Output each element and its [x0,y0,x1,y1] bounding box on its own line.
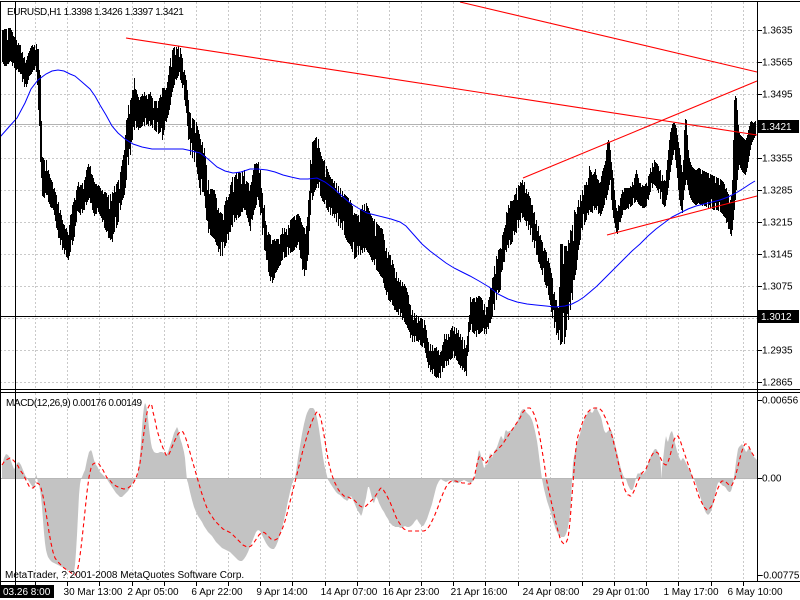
svg-text:21 Apr 16:00: 21 Apr 16:00 [451,587,508,598]
svg-text:1.3355: 1.3355 [762,154,793,165]
svg-text:0.00: 0.00 [762,474,782,485]
svg-text:24 Apr 08:00: 24 Apr 08:00 [523,587,580,598]
svg-text:6 May 10:00: 6 May 10:00 [727,587,782,598]
svg-text:1 May 17:00: 1 May 17:00 [663,587,718,598]
svg-text:1.3145: 1.3145 [762,250,793,261]
svg-text:2 Apr 05:00: 2 Apr 05:00 [127,587,179,598]
svg-text:1.3635: 1.3635 [762,26,793,37]
svg-text:1.3421: 1.3421 [761,122,792,133]
svg-text:1.2935: 1.2935 [762,346,793,357]
svg-text:1.3495: 1.3495 [762,90,793,101]
svg-text:9 Apr 14:00: 9 Apr 14:00 [256,587,308,598]
svg-text:1.3215: 1.3215 [762,218,793,229]
svg-text:14 Apr 07:00: 14 Apr 07:00 [321,587,378,598]
svg-text:30 Mar 13:00: 30 Mar 13:00 [64,587,123,598]
svg-text:MetaTrader, ? 2001-2008 MetaQu: MetaTrader, ? 2001-2008 MetaQuotes Softw… [5,570,244,581]
svg-text:-0.00775: -0.00775 [760,571,800,582]
svg-text:MACD(12,26,9) 0.00176 0.00149: MACD(12,26,9) 0.00176 0.00149 [6,398,143,409]
svg-text:1.3565: 1.3565 [762,58,793,69]
svg-text:29 Apr 01:00: 29 Apr 01:00 [593,587,650,598]
svg-text:1.3012: 1.3012 [761,312,792,323]
svg-text:1.3285: 1.3285 [762,186,793,197]
svg-text:0.00656: 0.00656 [762,396,799,407]
svg-text:16 Apr 23:00: 16 Apr 23:00 [383,587,440,598]
svg-text:03.26 8:00: 03.26 8:00 [3,587,51,598]
svg-text:6 Apr 22:00: 6 Apr 22:00 [191,587,243,598]
svg-text:1.2865: 1.2865 [762,378,793,389]
svg-text:1.3075: 1.3075 [762,282,793,293]
svg-text:EURUSD,H1 1.3398 1.3426 1.339: EURUSD,H1 1.3398 1.3426 1.3397 1.3421 [7,7,184,18]
